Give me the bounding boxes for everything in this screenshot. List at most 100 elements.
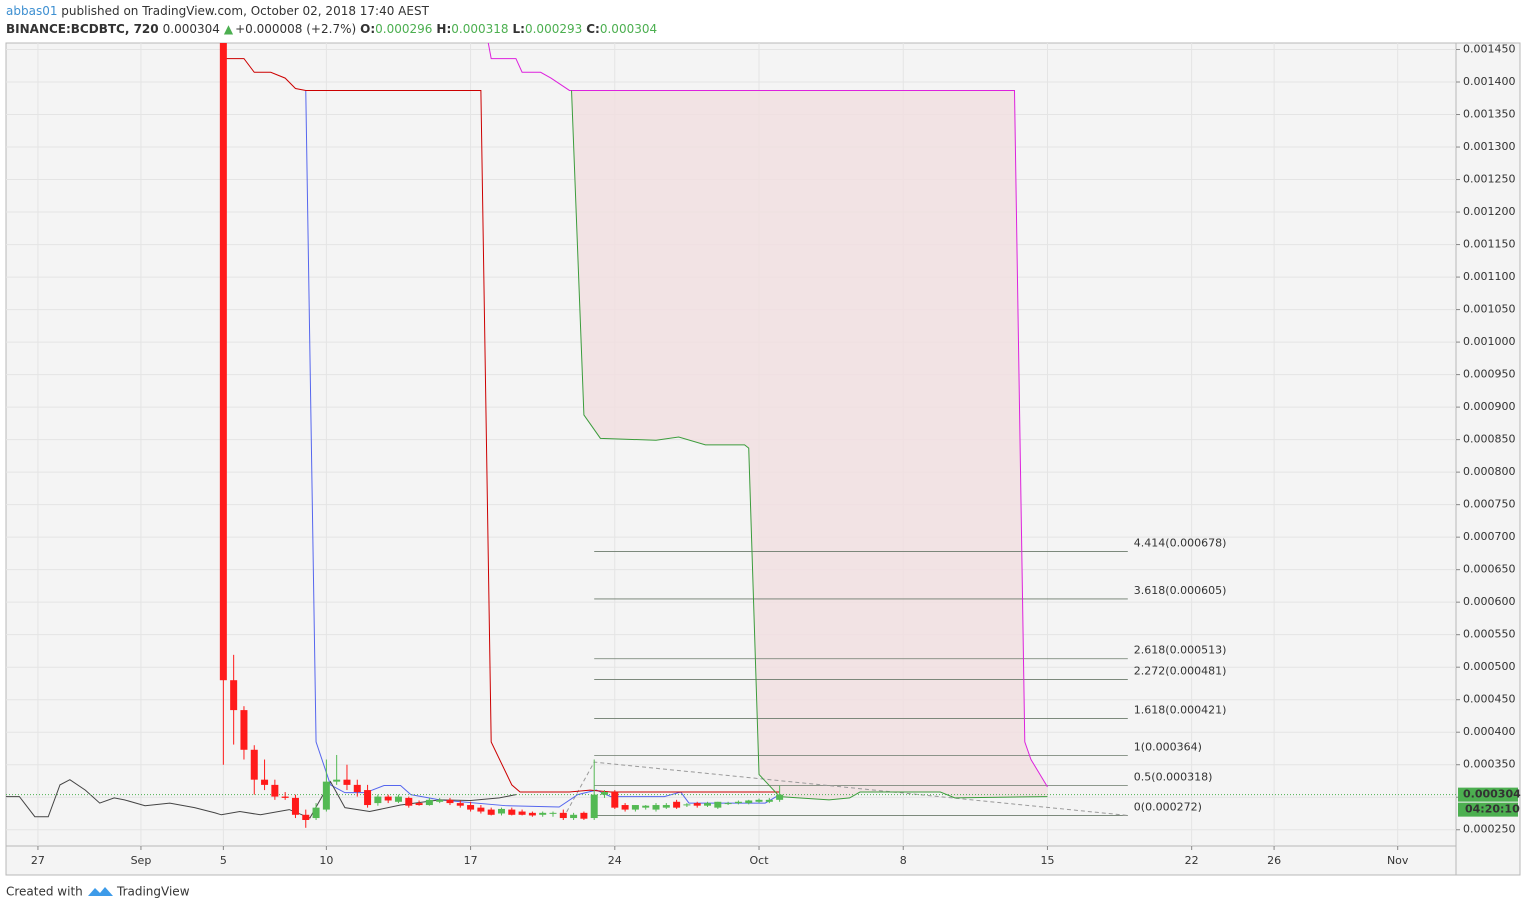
y-tick-label: 0.000850 [1463, 433, 1516, 446]
y-tick-label: 0.000700 [1463, 530, 1516, 543]
candle-body [281, 796, 289, 798]
y-tick-label: 0.001050 [1463, 303, 1516, 316]
candle-body [436, 799, 444, 802]
candle-body [631, 805, 639, 810]
publish-line: abbas01 published on TradingView.com, Oc… [6, 4, 430, 18]
candle-body [765, 799, 773, 802]
y-tick-label: 0.001100 [1463, 270, 1516, 283]
candle-body [662, 805, 670, 808]
y-tick-label: 0.001150 [1463, 238, 1516, 251]
candle-body [487, 809, 495, 815]
candle-body [477, 807, 485, 812]
o: 0.000296 [375, 22, 432, 36]
candle-body [467, 805, 475, 810]
fib-label: 0(0.000272) [1134, 800, 1202, 813]
symbol: BINANCE:BCDBTC, 720 [6, 22, 159, 36]
brand-link[interactable]: TradingView [116, 885, 190, 899]
price: 0.000304 [163, 22, 220, 36]
y-tick-label: 0.000900 [1463, 400, 1516, 413]
x-tick-label: Sep [131, 854, 152, 867]
candle-body [302, 814, 310, 820]
fib-label: 3.618(0.000605) [1134, 584, 1227, 597]
y-tick-label: 0.001200 [1463, 205, 1516, 218]
l: 0.000293 [525, 22, 582, 36]
fib-label: 2.272(0.000481) [1134, 665, 1227, 678]
y-tick-label: 0.000650 [1463, 563, 1516, 576]
candle-body [508, 809, 516, 815]
candle-body [539, 812, 547, 815]
fib-label: 1.618(0.000421) [1134, 704, 1227, 717]
indicator-line [221, 58, 780, 793]
candle-body [601, 792, 609, 795]
candle-body [374, 796, 382, 804]
x-tick-label: 8 [900, 854, 907, 867]
y-tick-label: 0.001250 [1463, 173, 1516, 186]
o-label: O: [360, 22, 375, 36]
y-tick-label: 0.000400 [1463, 725, 1516, 738]
candle-body [652, 805, 660, 810]
change: +0.000008 (+2.7%) [235, 22, 356, 36]
candle-body [291, 797, 299, 815]
candle-body [219, 43, 227, 681]
candle-body [333, 779, 341, 782]
y-tick-label: 0.000550 [1463, 628, 1516, 641]
candle-body [261, 779, 269, 785]
logo [88, 887, 113, 896]
h: 0.000318 [451, 22, 508, 36]
h-label: H: [436, 22, 451, 36]
y-tick-label: 0.001000 [1463, 335, 1516, 348]
x-tick-label: 5 [220, 854, 227, 867]
candle-body [683, 804, 691, 806]
y-tick-label: 0.000950 [1463, 368, 1516, 381]
candle-body [734, 801, 742, 804]
fib-label: 0.5(0.000318) [1134, 771, 1213, 784]
candle-body [570, 814, 578, 819]
price-tag [1458, 787, 1518, 802]
candle-body [528, 812, 536, 816]
y-tick-label: 0.000250 [1463, 823, 1516, 836]
candle-body [497, 808, 505, 814]
candle-body [704, 803, 712, 806]
x-tick-label: 27 [31, 854, 45, 867]
indicator-line [6, 779, 517, 819]
candle-body [322, 781, 330, 810]
y-tick-label: 0.000500 [1463, 660, 1516, 673]
x-tick-label: 22 [1185, 854, 1199, 867]
candle-body [745, 800, 753, 804]
fib-label: 4.414(0.000678) [1134, 536, 1227, 549]
candle-body [549, 812, 557, 814]
candle-body [518, 811, 526, 815]
user-link[interactable]: abbas01 [6, 4, 57, 18]
y-tick-label: 0.001400 [1463, 75, 1516, 88]
x-tick-label: 10 [319, 854, 333, 867]
arrow: ▲ [224, 22, 234, 36]
y-tick-label: 0.000450 [1463, 693, 1516, 706]
x-tick-label: 26 [1267, 854, 1281, 867]
indicator-line [571, 90, 1048, 801]
candle-body [353, 784, 361, 793]
countdown-tag [1458, 802, 1518, 817]
symbol-line: BINANCE:BCDBTC, 720 0.000304 ▲ +0.000008 (+… [6, 22, 657, 36]
candle-body [415, 803, 423, 806]
y-tick-label: 0.000600 [1463, 595, 1516, 608]
candle-body [364, 790, 372, 806]
c: 0.000304 [600, 22, 657, 36]
y-tick-label: 0.001350 [1463, 108, 1516, 121]
candle-body [456, 803, 464, 806]
candle-body [559, 812, 567, 819]
candle-body [755, 799, 763, 802]
indicator-line [487, 43, 1048, 788]
x-tick-label: 17 [464, 854, 478, 867]
candle-body [642, 805, 650, 808]
x-tick-label: 24 [608, 854, 622, 867]
y-tick-label: 0.000750 [1463, 498, 1516, 511]
candle-body [230, 680, 238, 711]
y-tick-label: 0.001450 [1463, 43, 1516, 56]
x-tick-label: Nov [1387, 854, 1409, 867]
candle-body [621, 805, 629, 810]
candle-body [590, 794, 598, 819]
candle-body [425, 799, 433, 806]
y-tick-label: 0.000350 [1463, 758, 1516, 771]
y-axis [1455, 42, 1521, 876]
